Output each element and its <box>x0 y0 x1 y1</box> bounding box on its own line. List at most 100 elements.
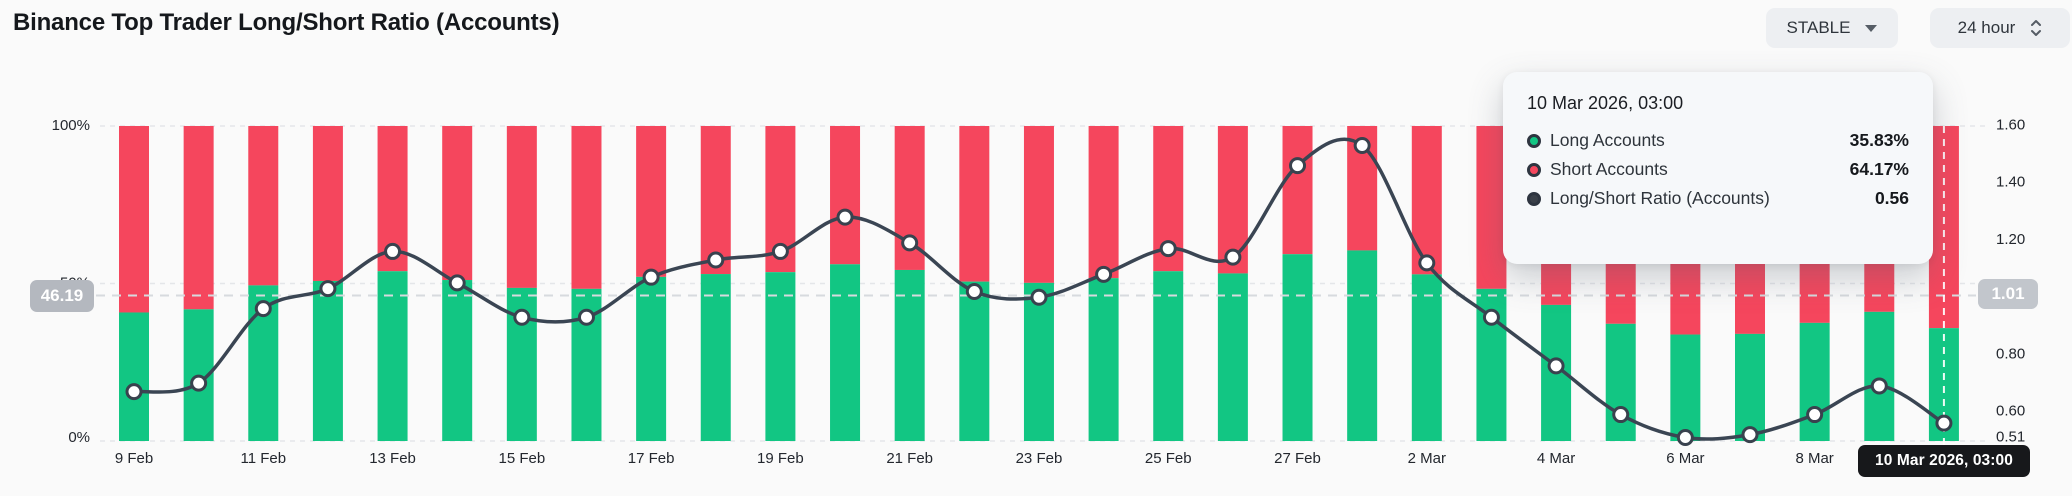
ratio-point <box>1030 288 1048 306</box>
ratio-point <box>1159 240 1177 258</box>
x-axis-label: 25 Feb <box>1145 450 1192 467</box>
ratio-point <box>1095 265 1113 283</box>
ratio-point <box>513 308 531 326</box>
current-long-pct-badge: 46.19 <box>30 280 94 312</box>
bar-long-segment[interactable] <box>1282 254 1313 441</box>
ratio-point <box>577 308 595 326</box>
x-axis-label: 19 Feb <box>757 450 804 467</box>
ratio-point <box>836 208 854 226</box>
ratio-point <box>642 268 660 286</box>
right-axis-label: 1.40 <box>1996 174 2025 191</box>
tooltip-row-ratio: Long/Short Ratio (Accounts) 0.56 <box>1527 188 1909 209</box>
x-axis-label: 4 Mar <box>1537 450 1575 467</box>
x-axis-label: 8 Mar <box>1795 450 1833 467</box>
bar-short-segment[interactable] <box>312 126 343 281</box>
ratio-dot-icon <box>1527 191 1541 206</box>
ratio-point <box>125 383 143 401</box>
bar-short-segment[interactable] <box>506 126 537 288</box>
ratio-point <box>1870 377 1888 395</box>
interval-dropdown-label: 24 hour <box>1957 18 2016 37</box>
tooltip-short-label: Short Accounts <box>1550 159 1668 179</box>
ratio-point <box>1353 137 1371 155</box>
ratio-point <box>1289 157 1307 175</box>
left-axis-label: 100% <box>52 117 90 134</box>
right-axis-label: 1.20 <box>1996 231 2025 248</box>
bar-long-segment[interactable] <box>765 272 796 441</box>
bar-short-segment[interactable] <box>442 126 473 281</box>
bar-short-segment[interactable] <box>1476 126 1507 289</box>
bar-long-segment[interactable] <box>959 281 990 441</box>
bar-long-segment[interactable] <box>377 271 408 441</box>
bar-short-segment[interactable] <box>830 126 861 265</box>
ratio-point <box>1935 414 1953 432</box>
ratio-point <box>707 251 725 269</box>
bar-long-segment[interactable] <box>442 280 473 441</box>
ratio-point <box>448 274 466 292</box>
bar-short-segment[interactable] <box>571 126 602 289</box>
right-axis-label: 0.51 <box>1996 428 2025 445</box>
bar-short-segment[interactable] <box>248 126 279 286</box>
ratio-point <box>319 280 337 298</box>
chevron-down-icon <box>1865 24 1878 32</box>
chart-tooltip: 10 Mar 2026, 03:00 Long Accounts 35.83% … <box>1503 72 1933 264</box>
x-axis-label: 2 Mar <box>1408 450 1446 467</box>
bar-short-segment[interactable] <box>1023 126 1054 283</box>
bar-long-segment[interactable] <box>894 269 925 441</box>
bar-long-segment[interactable] <box>1670 334 1701 441</box>
bar-long-segment[interactable] <box>1217 273 1248 441</box>
x-axis-label: 17 Feb <box>628 450 675 467</box>
bar-long-segment[interactable] <box>700 274 731 441</box>
x-axis-label: 9 Feb <box>115 450 153 467</box>
x-axis-label: 27 Feb <box>1274 450 1321 467</box>
tooltip-row-long: Long Accounts 35.83% <box>1527 130 1909 151</box>
bar-long-segment[interactable] <box>830 264 861 441</box>
bar-long-segment[interactable] <box>1864 311 1895 441</box>
stable-dropdown[interactable]: STABLE <box>1766 8 1898 48</box>
bar-long-segment[interactable] <box>1605 323 1636 441</box>
bar-long-segment[interactable] <box>1799 322 1830 441</box>
page-title: Binance Top Trader Long/Short Ratio (Acc… <box>13 9 560 36</box>
right-axis-label: 1.60 <box>1996 116 2025 133</box>
tooltip-long-value: 35.83% <box>1849 130 1909 150</box>
bar-long-segment[interactable] <box>1347 250 1378 441</box>
bar-short-segment[interactable] <box>1088 126 1119 279</box>
ratio-point <box>965 282 983 300</box>
sort-arrows-icon <box>2030 19 2042 37</box>
hovered-date-pill: 10 Mar 2026, 03:00 <box>1858 445 2030 477</box>
interval-dropdown[interactable]: 24 hour <box>1930 8 2070 48</box>
bar-long-segment[interactable] <box>1153 271 1184 441</box>
ratio-point <box>1547 357 1565 375</box>
bar-long-segment[interactable] <box>312 280 343 441</box>
ratio-point <box>901 234 919 252</box>
bar-long-segment[interactable] <box>1735 333 1765 441</box>
bar-short-segment[interactable] <box>959 126 990 282</box>
ratio-point <box>384 242 402 260</box>
right-axis-label: 0.60 <box>1996 403 2025 420</box>
bar-short-segment[interactable] <box>636 126 667 277</box>
bar-short-segment[interactable] <box>119 126 149 313</box>
bar-short-segment[interactable] <box>183 126 214 310</box>
ratio-point <box>254 300 272 318</box>
ratio-point <box>1224 248 1242 266</box>
bar-long-segment[interactable] <box>636 276 667 441</box>
current-ratio-badge: 1.01 <box>1978 279 2038 309</box>
x-axis-label: 21 Feb <box>886 450 933 467</box>
bar-long-segment[interactable] <box>1088 278 1119 441</box>
bar-long-segment[interactable] <box>1023 282 1054 441</box>
bar-long-segment[interactable] <box>119 312 149 441</box>
bar-short-segment[interactable] <box>1928 126 1959 329</box>
ratio-point <box>1482 308 1500 326</box>
tooltip-short-value: 64.17% <box>1849 159 1909 179</box>
right-axis-label: 0.80 <box>1996 345 2025 362</box>
bar-short-segment[interactable] <box>1282 126 1313 255</box>
ratio-point <box>1676 428 1694 446</box>
short-accounts-dot-icon <box>1527 162 1541 177</box>
bar-short-segment[interactable] <box>700 126 731 275</box>
bar-short-segment[interactable] <box>1411 126 1442 275</box>
tooltip-ratio-value: 0.56 <box>1874 188 1909 208</box>
ratio-point <box>1612 406 1630 424</box>
bar-long-segment[interactable] <box>1411 274 1442 441</box>
x-axis-label: 6 Mar <box>1666 450 1704 467</box>
tooltip-ratio-label: Long/Short Ratio (Accounts) <box>1550 188 1770 208</box>
